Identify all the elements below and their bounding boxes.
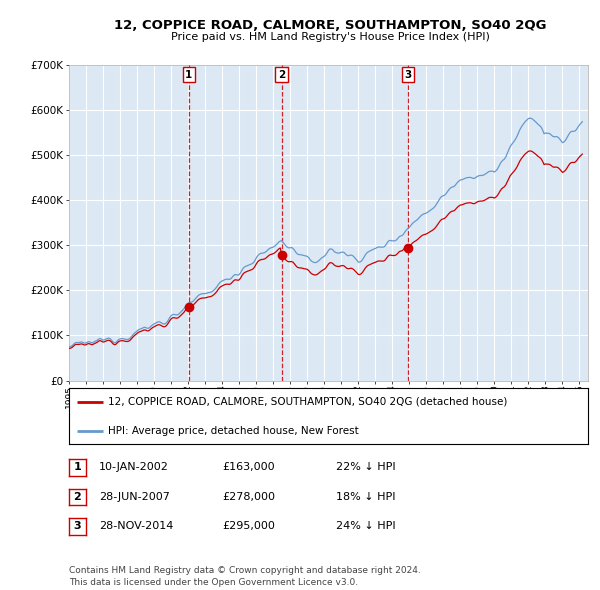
Text: £163,000: £163,000 [222,463,275,472]
Text: HPI: Average price, detached house, New Forest: HPI: Average price, detached house, New … [108,427,359,437]
Text: 28-NOV-2014: 28-NOV-2014 [99,522,173,531]
Text: £295,000: £295,000 [222,522,275,531]
Text: 12, COPPICE ROAD, CALMORE, SOUTHAMPTON, SO40 2QG (detached house): 12, COPPICE ROAD, CALMORE, SOUTHAMPTON, … [108,396,508,407]
Text: 10-JAN-2002: 10-JAN-2002 [99,463,169,472]
Text: 2: 2 [74,492,81,502]
Text: 1: 1 [185,70,193,80]
Text: 24% ↓ HPI: 24% ↓ HPI [336,522,395,531]
Text: 12, COPPICE ROAD, CALMORE, SOUTHAMPTON, SO40 2QG: 12, COPPICE ROAD, CALMORE, SOUTHAMPTON, … [114,19,546,32]
Text: 22% ↓ HPI: 22% ↓ HPI [336,463,395,472]
Text: 3: 3 [404,70,412,80]
Text: 28-JUN-2007: 28-JUN-2007 [99,492,170,502]
Text: 3: 3 [74,522,81,531]
Text: 1: 1 [74,463,81,472]
Text: 2: 2 [278,70,285,80]
Text: Price paid vs. HM Land Registry's House Price Index (HPI): Price paid vs. HM Land Registry's House … [170,32,490,42]
Text: 18% ↓ HPI: 18% ↓ HPI [336,492,395,502]
Text: Contains HM Land Registry data © Crown copyright and database right 2024.
This d: Contains HM Land Registry data © Crown c… [69,566,421,587]
Text: £278,000: £278,000 [222,492,275,502]
